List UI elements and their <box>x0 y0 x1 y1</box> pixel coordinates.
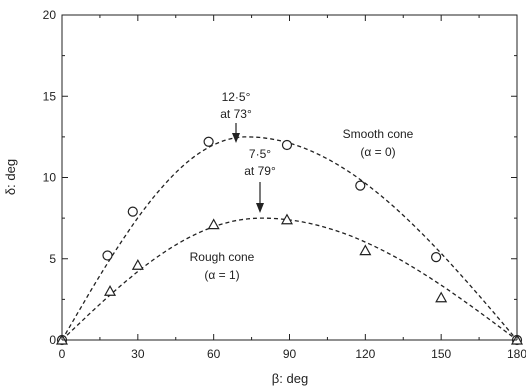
annotation-0-line-1: at 73° <box>220 107 252 121</box>
x-tick-label: 0 <box>59 347 66 361</box>
series-1-triangle-marker <box>104 285 117 296</box>
y-tick-label: 20 <box>43 8 57 22</box>
x-axis-label: β: deg <box>272 371 308 386</box>
y-tick-label: 10 <box>43 171 57 185</box>
series-1-triangle-marker <box>435 291 448 303</box>
plot-area <box>61 14 518 341</box>
annotation-2-line-1: (α = 0) <box>360 145 395 159</box>
ticks-layer: 0 30 60 90 120 150 180 0 5 10 15 20 <box>43 8 526 361</box>
series-0-circle-marker <box>127 206 138 217</box>
series-0-circle-marker <box>431 252 442 263</box>
series-1-triangle-marker <box>359 244 372 256</box>
annotation-3-line-1: (α = 1) <box>204 268 239 282</box>
x-tick-label: 180 <box>507 347 526 361</box>
series-0-circle-marker <box>102 250 113 261</box>
x-tick-label: 120 <box>355 347 375 361</box>
annotation-3-line-0: Rough cone <box>190 250 255 264</box>
y-tick-label: 5 <box>49 252 56 266</box>
series-0-curve <box>61 136 518 341</box>
markers-layer <box>55 136 524 346</box>
y-tick-label: 0 <box>49 333 56 347</box>
annotations-layer: 12·5° at 73° 7·5° at 79° Smooth cone (α = 0) R… <box>190 90 414 282</box>
series-0-circle-marker <box>355 180 366 191</box>
annotation-0-line-0: 12·5° <box>222 90 251 104</box>
series-1-triangle-marker <box>131 259 144 270</box>
x-tick-label: 150 <box>431 347 451 361</box>
series-0-circle-marker <box>203 136 214 147</box>
x-tick-label: 60 <box>207 347 221 361</box>
series-1-triangle-marker <box>207 218 220 230</box>
annotation-1-line-1: at 79° <box>244 164 276 178</box>
annotation-0-arrow-head <box>232 133 240 143</box>
y-tick-label: 15 <box>43 89 57 103</box>
x-tick-label: 30 <box>131 347 145 361</box>
series-1-triangle-marker <box>280 213 293 225</box>
y-axis-label: δ: deg <box>3 159 18 195</box>
annotation-2-line-0: Smooth cone <box>343 127 414 141</box>
plot-frame <box>61 14 518 341</box>
annotation-1-arrow-head <box>256 203 264 213</box>
x-tick-label: 90 <box>283 347 297 361</box>
annotation-1-line-0: 7·5° <box>249 147 271 161</box>
series-0-circle-marker <box>281 139 293 151</box>
